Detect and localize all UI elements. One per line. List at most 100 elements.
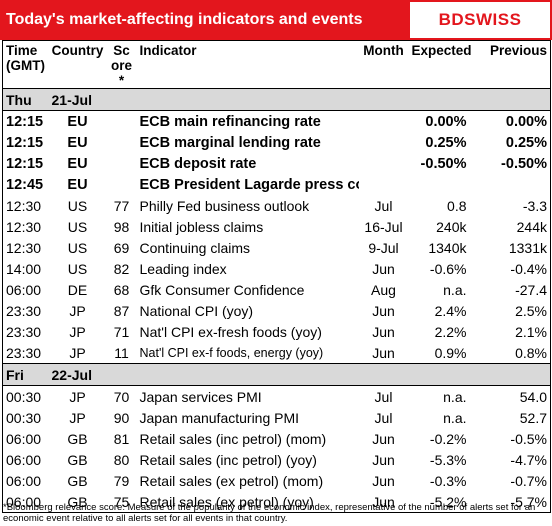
- event-row: 12:30 US 69 Continuing claims 9-Jul 1340k 1331…: [3, 237, 551, 258]
- cell: 06:00: [6, 493, 42, 510]
- cell: [107, 174, 137, 195]
- day-row: Fri 22-Jul: [2, 363, 551, 386]
- cell: 23:30: [6, 323, 42, 340]
- day: Fri: [2, 363, 49, 386]
- cell: 1340k: [428, 239, 467, 256]
- cell: [359, 132, 409, 153]
- cell: -0.3%: [429, 472, 467, 489]
- indicator-table: Time (GMT) Country Score* Indicator Month Exp…: [2, 40, 551, 513]
- cell: 68: [113, 281, 130, 298]
- cell: -0.5%: [510, 430, 547, 447]
- cell: Jun: [372, 493, 395, 510]
- cell: Jul: [374, 388, 393, 405]
- cell: 82: [113, 260, 130, 277]
- event-row: 06:00 GB 75 Retail sales (ex petrol) (yoy) J…: [3, 491, 551, 513]
- event-row: 23:30 JP 87 National CPI (yoy) Jun 2.4% 2.5%: [3, 300, 551, 321]
- cell: EU: [67, 134, 88, 151]
- cell: Aug: [371, 281, 396, 298]
- cell: n.a.: [443, 281, 467, 298]
- cell: [359, 111, 409, 133]
- cell: 0.00%: [425, 113, 467, 130]
- cell: US: [67, 218, 88, 235]
- cell: ECB President Lagarde press conference: [139, 176, 359, 193]
- cell: ECB main refinancing rate: [139, 113, 321, 130]
- event-row: 14:00 US 82 Leading index Jun -0.6% -0.4%: [3, 258, 551, 279]
- header-bar: Today's market-affecting indicators and …: [0, 0, 552, 40]
- cell: 12:15: [6, 134, 44, 151]
- event-row: 12:15 EU ECB deposit rate -0.50% -0.50%: [3, 153, 551, 174]
- cell: Initial jobless claims: [139, 218, 264, 235]
- event-row: 00:30 JP 90 Japan manufacturing PMI Jul n.a. 5…: [3, 407, 551, 428]
- cell: 87: [113, 302, 130, 319]
- cell: Jun: [372, 302, 395, 319]
- cell: 1331k: [508, 239, 547, 256]
- cell: [359, 174, 409, 195]
- cell: US: [67, 260, 88, 277]
- column-header: Month: [358, 40, 409, 89]
- cell: -4.7%: [510, 451, 547, 468]
- cell: 0.9%: [434, 344, 467, 361]
- cell: 2.4%: [434, 302, 467, 319]
- cell: 0.8: [447, 197, 467, 214]
- cell: 80: [113, 451, 130, 468]
- event-row: 12:15 EU ECB main refinancing rate 0.00% 0.0…: [3, 111, 551, 133]
- cell: GB: [67, 451, 88, 468]
- cell: 12:15: [6, 155, 44, 172]
- column-header: Previous: [480, 40, 551, 89]
- event-row: 06:00 GB 79 Retail sales (ex petrol) (mom) J…: [3, 470, 551, 491]
- cell: GB: [67, 430, 88, 447]
- cell: Jun: [372, 430, 395, 447]
- cell: Jul: [374, 409, 393, 426]
- title: Today's market-affecting indicators and …: [6, 11, 363, 28]
- cell: [107, 132, 137, 153]
- cell: -3.3: [522, 197, 547, 214]
- event-row: 23:30 JP 71 Nat'l CPI ex-fresh foods (yoy) J…: [3, 321, 551, 342]
- day-row: Thu 21-Jul: [2, 88, 551, 111]
- cell: 14:00: [6, 260, 42, 277]
- cell: Leading index: [139, 260, 227, 277]
- cell: Gfk Consumer Confidence: [139, 281, 305, 298]
- cell: [107, 111, 137, 133]
- footnote: *Bloomberg relevance score: Measure of t…: [3, 502, 536, 524]
- cell: 2.1%: [515, 323, 547, 340]
- cell: n.a.: [443, 409, 467, 426]
- cell: Japan manufacturing PMI: [139, 409, 300, 426]
- cell: 06:00: [6, 472, 42, 489]
- logo: BDSWISS: [410, 2, 550, 38]
- cell: -0.2%: [429, 430, 467, 447]
- cell: 23:30: [6, 302, 42, 319]
- cell: 12:30: [6, 197, 42, 214]
- cell: US: [67, 239, 88, 256]
- cell: n.a.: [443, 388, 467, 405]
- cell: 12:30: [6, 239, 42, 256]
- cell: National CPI (yoy): [139, 302, 254, 319]
- cell: [107, 153, 137, 174]
- event-row: 06:00 GB 80 Retail sales (inc petrol) (yoy)…: [3, 449, 551, 470]
- cell: -0.50%: [501, 155, 547, 172]
- cell: 81: [113, 430, 130, 447]
- cell: 12:30: [6, 218, 42, 235]
- cell: [409, 174, 481, 195]
- header-row: Time (GMT) Country Score* Indicator Month Exp…: [2, 40, 551, 89]
- cell: -0.6%: [429, 260, 467, 277]
- cell: -0.7%: [510, 472, 547, 489]
- cell: -0.50%: [420, 155, 467, 172]
- event-row: 12:30 US 77 Philly Fed business outlook Jul 0…: [3, 195, 551, 216]
- cell: 54.0: [519, 388, 547, 405]
- cell: JP: [69, 323, 86, 340]
- cell: 79: [113, 472, 130, 489]
- cell: JP: [69, 302, 86, 319]
- column-header: Time (GMT): [2, 40, 49, 89]
- cell: -5.2%: [429, 493, 467, 510]
- cell: Jul: [374, 197, 393, 214]
- cell: EU: [67, 155, 88, 172]
- event-row: 06:00 GB 81 Retail sales (inc petrol) (mom)…: [3, 428, 551, 449]
- date: 21-Jul: [48, 88, 551, 111]
- cell: Philly Fed business outlook: [139, 197, 310, 214]
- cell: Jun: [372, 344, 395, 361]
- cell: Continuing claims: [139, 239, 251, 256]
- cell: GB: [67, 493, 88, 510]
- cell: 77: [113, 197, 130, 214]
- cell: 0.00%: [505, 113, 547, 130]
